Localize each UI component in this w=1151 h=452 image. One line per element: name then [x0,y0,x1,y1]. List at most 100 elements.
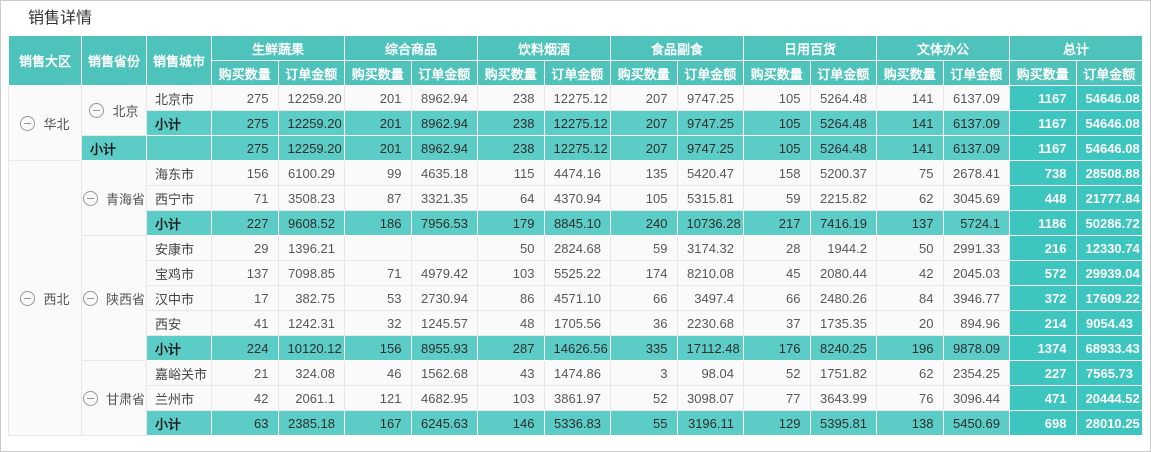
collapse-icon[interactable] [83,190,98,206]
total-amount-cell: 12330.74 [1075,235,1143,261]
quantity-cell: 146 [477,410,545,436]
amount-cell: 8240.25 [809,335,877,361]
amount-cell: 8955.93 [410,335,478,361]
quantity-cell: 48 [477,310,545,336]
region-subtotal-row: 小计 275 12259.20 201 8962.94 238 12275.12 207 974… [9,135,1143,161]
quantity-cell: 28 [743,235,811,261]
amount-cell: 1735.35 [809,310,877,336]
amount-cell: 5450.69 [942,410,1010,436]
province-label: 陕西省 [106,291,146,307]
group-header-1: 综合商品 [344,35,478,61]
quantity-cell: 62 [876,360,944,386]
amount-cell: 12259.20 [277,110,345,136]
city-data-row: 华北 北京 北京市 275 12259.20 201 8962.94 238 12275.12 2… [8,85,1143,161]
quantity-cell: 59 [743,185,811,211]
quantity-cell: 50 [477,235,545,261]
collapse-icon[interactable] [20,290,36,306]
quantity-cell: 71 [344,260,412,286]
region-cell: 华北 [8,85,82,161]
quantity-cell: 115 [477,160,545,186]
total-amount-cell: 29939.04 [1075,260,1143,286]
amount-cell: 17112.48 [676,335,744,361]
total-quantity-cell: 214 [1009,310,1077,336]
amount-cell: 894.96 [942,310,1010,336]
amount-cell: 1751.82 [809,360,877,386]
column-header-province: 销售省份 [81,35,147,86]
quantity-cell: 75 [876,160,944,186]
quantity-cell: 103 [477,385,545,411]
city-data-row: 西安 41 1242.31 32 1245.57 48 1705.56 36 2230.68 37… [9,310,1143,336]
amount-cell: 4370.94 [543,185,611,211]
subtotal-label-cell: 小计 [146,410,212,436]
quantity-cell: 158 [743,160,811,186]
quantity-cell: 156 [211,160,279,186]
total-quantity-cell: 372 [1009,285,1077,311]
amount-cell: 2230.68 [676,310,744,336]
amount-cell: 8962.94 [410,85,478,111]
amount-cell: 5724.1 [942,210,1010,236]
total-amount-cell: 28508.88 [1075,160,1143,186]
quantity-cell: 105 [610,185,678,211]
amount-cell: 12275.12 [543,85,611,111]
total-amount-cell: 9054.43 [1075,310,1143,336]
quantity-cell: 167 [344,410,412,436]
city-data-row: 西北 青海省 海东市 156 6100.29 99 4635.18 115 4474.16 135… [8,160,1143,436]
quantity-cell: 63 [211,410,279,436]
amount-cell: 3946.77 [942,285,1010,311]
total-amount-cell: 68933.43 [1075,335,1143,361]
quantity-cell: 217 [743,210,811,236]
amount-cell: 1562.68 [410,360,478,386]
amount-cell: 6137.09 [942,110,1010,136]
city-name-cell: 安康市 [146,235,212,261]
quantity-cell: 86 [477,285,545,311]
group-header-total: 总计 [1009,35,1143,61]
quantity-cell: 207 [610,85,678,111]
total-quantity-cell: 216 [1009,235,1077,261]
amount-cell: 5395.81 [809,410,877,436]
amount-cell [410,235,478,261]
amount-cell: 2824.68 [543,235,611,261]
minus-glyph [24,122,32,124]
quantity-cell: 42 [876,260,944,286]
column-header-city: 销售城市 [146,35,212,86]
total-amount-cell: 20444.52 [1075,385,1143,411]
city-name-cell: 宝鸡市 [146,260,212,286]
collapse-icon[interactable] [89,103,105,118]
city-name-cell: 西宁市 [146,185,212,211]
total-amount-cell: 21777.84 [1075,185,1143,211]
quantity-cell: 137 [211,260,279,286]
amount-cell: 98.04 [676,360,744,386]
quantity-cell: 77 [743,385,811,411]
amount-cell: 2730.94 [410,285,478,311]
city-data-row: 陕西省 安康市 29 1396.21 50 2824.68 59 3174.32 28 1944.… [9,235,1143,361]
total-amount-cell: 54646.08 [1075,135,1143,161]
amount-cell: 5525.22 [543,260,611,286]
amount-cell: 10120.12 [277,335,345,361]
quantity-cell: 42 [211,385,279,411]
amount-cell: 4635.18 [410,160,478,186]
city-data-row: 汉中市 17 382.75 53 2730.94 86 4571.10 66 3497.4 66 2… [9,285,1143,311]
quantity-cell: 240 [610,210,678,236]
table-header: 销售大区 销售省份 销售城市 生鲜蔬果 综合商品 饮料烟酒 食品副食 日用百货 文体办公 总计 购… [8,35,1143,86]
amount-cell: 3096.44 [942,385,1010,411]
quantity-cell: 121 [344,385,412,411]
quantity-cell: 3 [610,360,678,386]
quantity-cell: 186 [344,210,412,236]
quantity-header: 购买数量 [211,60,279,86]
quantity-cell: 17 [211,285,279,311]
empty-city-cell [146,135,212,161]
amount-cell: 3098.07 [676,385,744,411]
city-data-row: 西宁市 71 3508.23 87 3321.35 64 4370.94 105 5315.81… [9,185,1143,211]
quantity-cell: 156 [344,335,412,361]
amount-cell: 5420.47 [676,160,744,186]
region-cell: 西北 [8,160,82,436]
collapse-icon[interactable] [20,115,36,131]
collapse-icon[interactable] [83,290,98,306]
collapse-icon[interactable] [83,390,98,406]
amount-cell: 8845.10 [543,210,611,236]
quantity-header: 购买数量 [876,60,944,86]
total-quantity-cell: 227 [1009,360,1077,386]
amount-cell: 9747.25 [676,110,744,136]
quantity-cell: 141 [876,110,944,136]
quantity-cell: 174 [610,260,678,286]
